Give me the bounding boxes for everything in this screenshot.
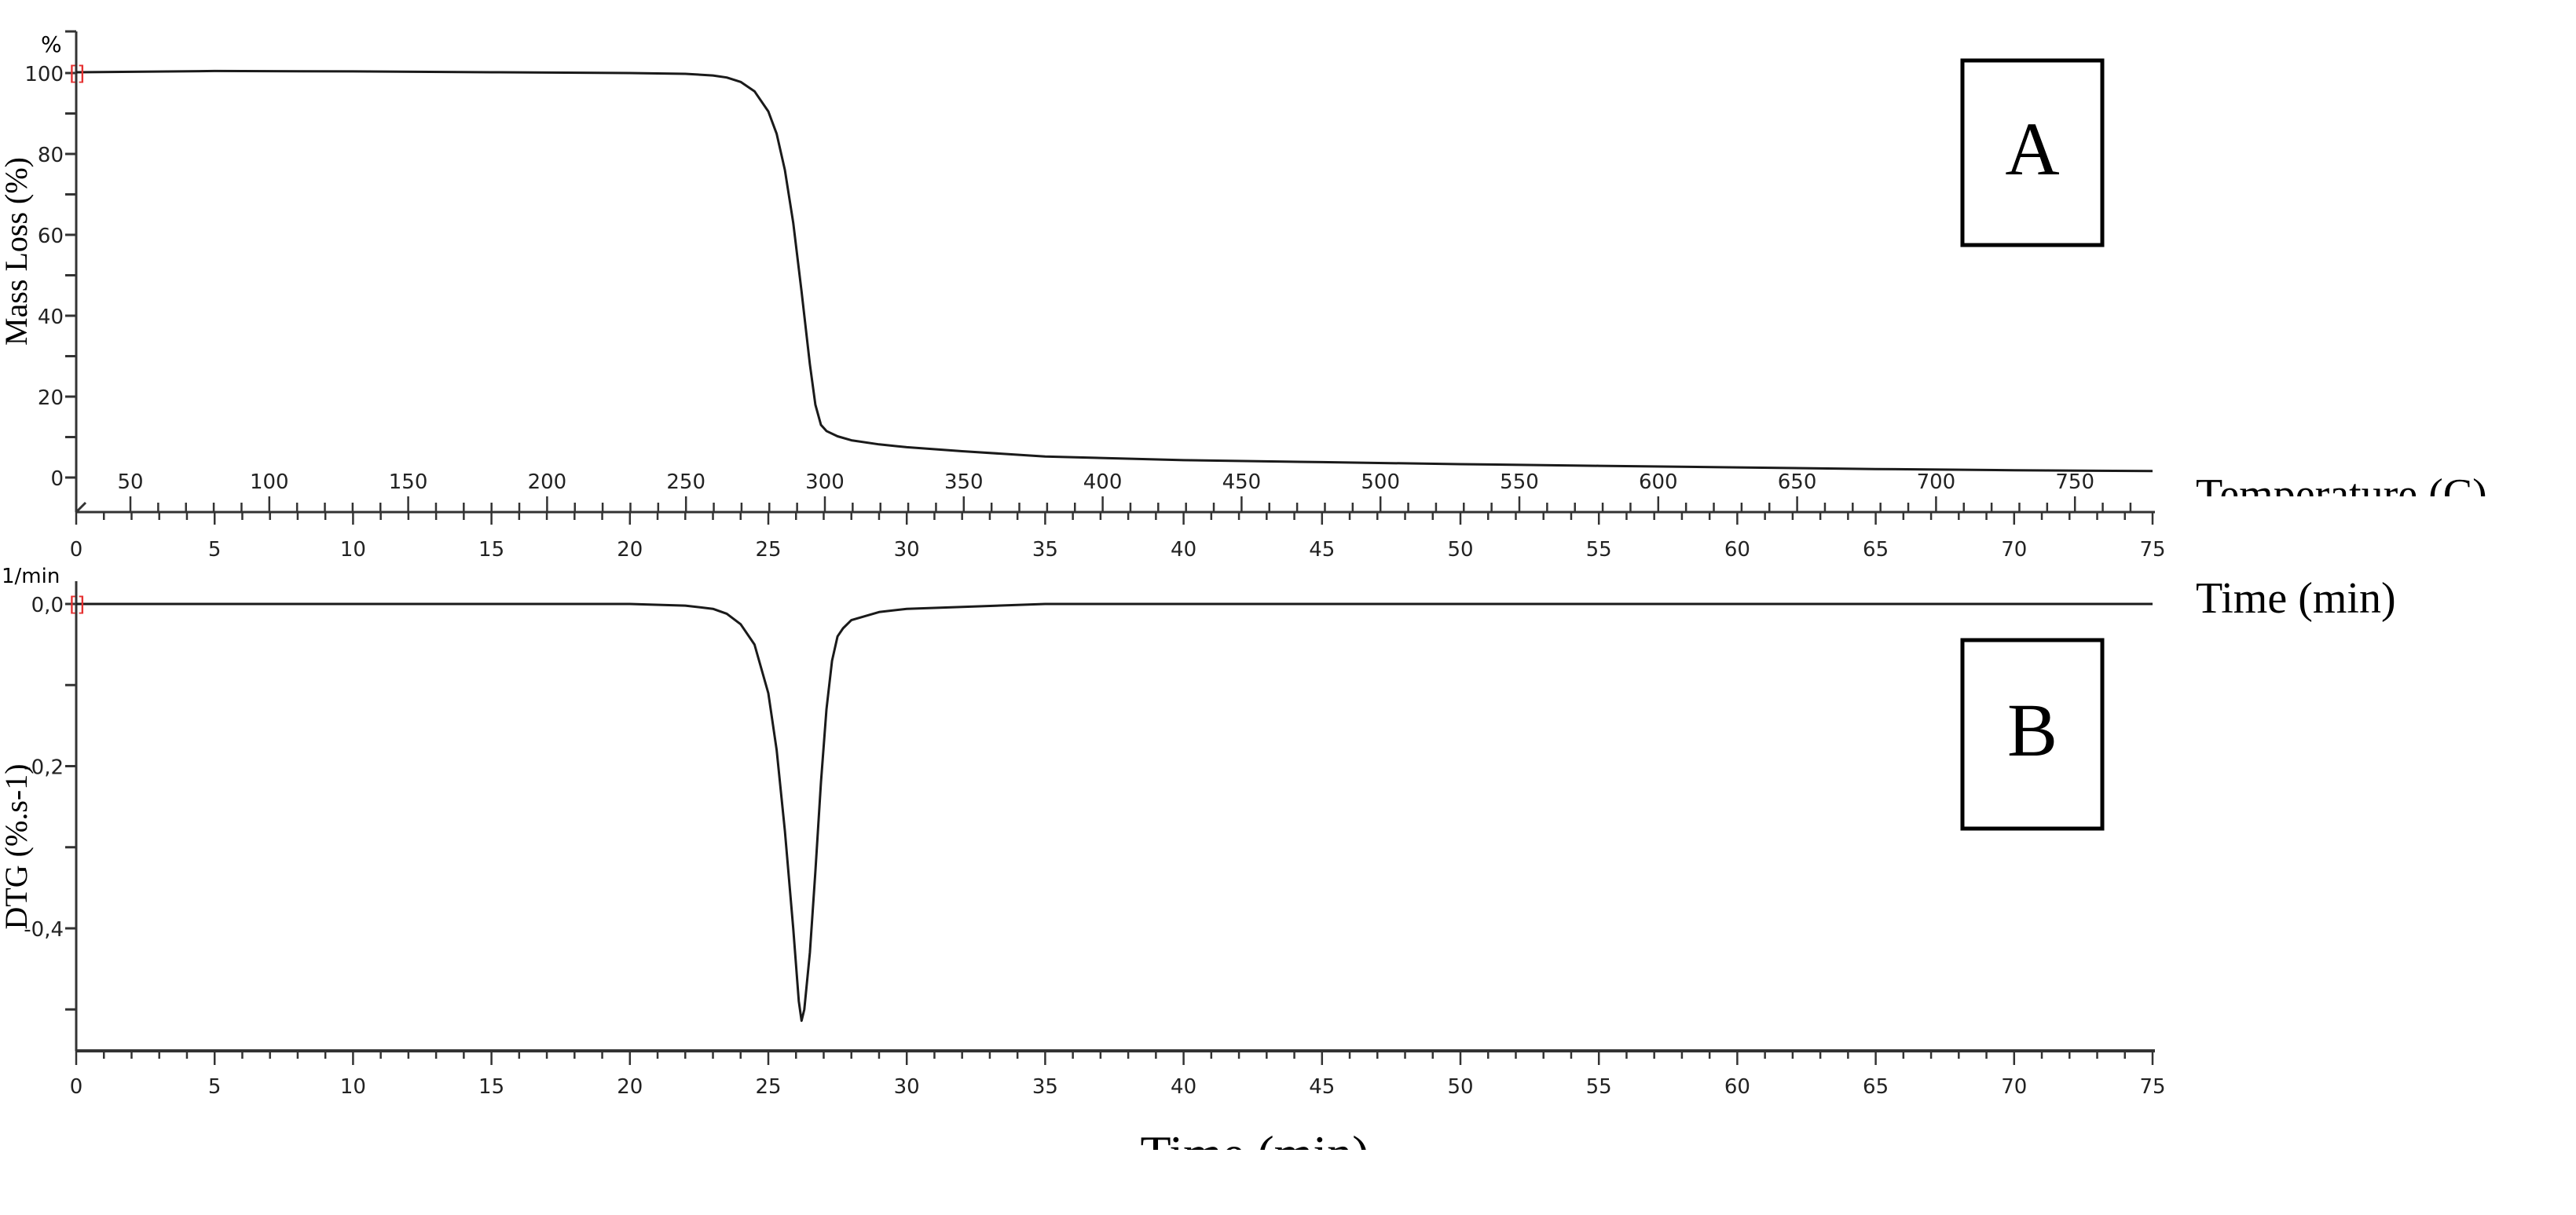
time-tick-label-b: 70 <box>2001 1075 2027 1099</box>
time-tick-label-a: 15 <box>478 538 504 562</box>
y-axis-label-a: Mass Loss (%) <box>0 157 34 346</box>
unit-label-a: % <box>41 31 62 57</box>
temperature-axis-label: Temperature (C) <box>2196 470 2487 519</box>
time-tick-label-a: 10 <box>340 538 366 562</box>
temperature-tick-label: 450 <box>1222 470 1262 494</box>
time-tick-label-a: 40 <box>1171 538 1196 562</box>
temperature-tick-label: 650 <box>1778 470 1817 494</box>
time-tick-label-b: 30 <box>894 1075 920 1099</box>
time-axis-label-middle: Time (min) <box>2196 574 2396 623</box>
temperature-tick-label: 550 <box>1500 470 1539 494</box>
time-tick-label-b: 5 <box>208 1075 222 1099</box>
temperature-tick-label: 150 <box>389 470 428 494</box>
panel-label-a: A <box>2005 107 2059 191</box>
time-tick-label-a: 30 <box>894 538 920 562</box>
mass-loss-curve <box>75 69 2153 473</box>
y-tick-label-b: -0,2 <box>24 756 64 780</box>
time-tick-label-a: 25 <box>755 538 781 562</box>
time-tick-label-b: 65 <box>1863 1075 1889 1099</box>
temperature-tick-label: 350 <box>944 470 984 494</box>
temperature-tick-label: 100 <box>250 470 289 494</box>
time-tick-label-b: 10 <box>340 1075 366 1099</box>
time-tick-label-a: 55 <box>1586 538 1612 562</box>
time-tick-label-b: 15 <box>478 1075 504 1099</box>
time-tick-label-b: 25 <box>755 1075 781 1099</box>
time-tick-label-b: 20 <box>617 1075 643 1099</box>
temperature-tick-label: 500 <box>1361 470 1400 494</box>
time-tick-label-a: 70 <box>2001 538 2027 562</box>
temperature-tick-label: 400 <box>1083 470 1123 494</box>
y-tick-label-b: 0,0 <box>31 594 64 617</box>
temperature-tick-label: 700 <box>1917 470 1956 494</box>
dtg-curve <box>76 602 2153 1023</box>
y-axis-label-b: DTG (%.s-1) <box>0 763 34 929</box>
y-tick-label-a: 0 <box>50 467 64 491</box>
temperature-tick-label: 250 <box>666 470 705 494</box>
time-tick-label-a: 0 <box>70 538 83 562</box>
time-tick-label-a: 35 <box>1032 538 1058 562</box>
start-marker-a: [] <box>69 62 85 86</box>
unit-label-b: 1/min <box>2 565 60 588</box>
temperature-tick-label: 50 <box>117 470 143 494</box>
y-tick-label-a: 100 <box>24 63 64 86</box>
time-tick-label-b: 55 <box>1586 1075 1612 1099</box>
panel-label-b: B <box>2007 688 2058 772</box>
time-tick-label-b: 50 <box>1447 1075 1473 1099</box>
time-tick-label-a: 5 <box>208 538 222 562</box>
y-tick-label-a: 20 <box>38 386 64 410</box>
panel-label-box-a: A <box>1960 58 2105 247</box>
time-tick-label-a: 20 <box>617 538 643 562</box>
time-tick-label-b: 35 <box>1032 1075 1058 1099</box>
temperature-tick-label: 300 <box>805 470 845 494</box>
y-tick-label-a: 40 <box>38 306 64 329</box>
panel-b-dtg: 0,0 -0,2 -0,4 0 5 10 15 20 25 30 35 40 45 50 55 60 65 70 7… <box>24 581 2166 1099</box>
y-tick-label-a: 80 <box>38 144 64 167</box>
panel-label-box-b: B <box>1960 638 2105 831</box>
time-tick-label-b: 45 <box>1309 1075 1335 1099</box>
time-tick-label-b: 40 <box>1171 1075 1196 1099</box>
temperature-tick-label: 750 <box>2055 470 2094 494</box>
time-tick-label-a: 50 <box>1447 538 1473 562</box>
time-tick-label-a: 75 <box>2139 538 2165 562</box>
time-tick-label-a: 65 <box>1863 538 1889 562</box>
time-tick-label-a: 45 <box>1309 538 1335 562</box>
time-tick-label-b: 0 <box>70 1075 83 1099</box>
temperature-tick-label: 600 <box>1639 470 1678 494</box>
y-tick-label-b: -0,4 <box>24 918 64 942</box>
time-tick-label-a: 60 <box>1724 538 1750 562</box>
time-tick-label-b: 60 <box>1724 1075 1750 1099</box>
y-tick-label-a: 60 <box>38 225 64 248</box>
axis-break-mark <box>75 501 87 514</box>
temperature-tick-label: 200 <box>528 470 567 494</box>
start-marker-b: [] <box>69 593 85 617</box>
time-axis-label-bottom: Time (min) <box>1141 1125 1369 1181</box>
time-tick-label-b: 75 <box>2139 1075 2165 1099</box>
